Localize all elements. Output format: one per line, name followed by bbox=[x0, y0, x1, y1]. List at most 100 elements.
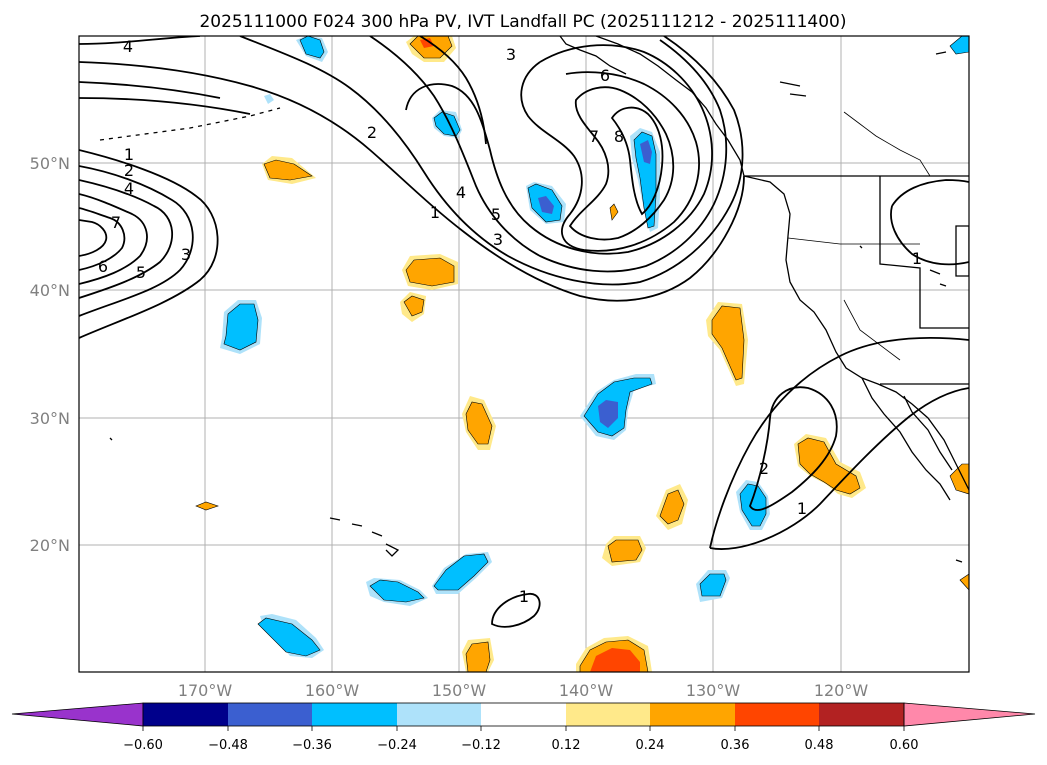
clabel: 3 bbox=[493, 230, 503, 249]
lat-label: 50°N bbox=[30, 154, 70, 173]
pv-contour-1-south-b bbox=[709, 387, 969, 550]
pv-contour-1-main bbox=[79, 61, 745, 302]
hawaii-islands bbox=[329, 517, 400, 557]
gulf-of-california bbox=[903, 395, 953, 471]
colorbar-tick-label: 0.48 bbox=[805, 738, 834, 753]
clabel: 1 bbox=[430, 203, 440, 222]
clabel: 1 bbox=[797, 499, 807, 518]
lon-label: 130°W bbox=[686, 681, 741, 700]
colorbar: −0.60 −0.48 −0.36 −0.24 −0.12 0.12 0.24 … bbox=[11, 702, 1036, 753]
pv-contour-1-west bbox=[79, 149, 219, 339]
state-border-east bbox=[955, 225, 969, 277]
pv-contour-5 bbox=[520, 61, 700, 252]
colorbar-segment bbox=[143, 703, 228, 726]
pv-contour-1-small bbox=[491, 593, 541, 628]
pv-contour-5-west bbox=[79, 207, 126, 271]
gridlines bbox=[79, 36, 969, 672]
colorbar-tick-label: −0.48 bbox=[208, 738, 248, 753]
colorbar-frame bbox=[142, 702, 905, 727]
state-borders bbox=[879, 176, 969, 329]
colorbar-extend-right bbox=[903, 702, 1036, 727]
pv-contour-1-south bbox=[709, 337, 969, 549]
colorbar-tick-label: 0.12 bbox=[552, 738, 581, 753]
lat-label: 20°N bbox=[30, 536, 70, 555]
state-line-2 bbox=[787, 237, 920, 245]
pv-contour-3-west bbox=[79, 179, 174, 299]
clabel: 4 bbox=[456, 183, 466, 202]
pv-contour-2 bbox=[239, 36, 744, 286]
pv-contour-4-west bbox=[79, 193, 148, 285]
latitude-labels: 50°N 40°N 30°N 20°N bbox=[30, 154, 70, 555]
colorbar-ticks bbox=[142, 726, 905, 731]
clabel: 2 bbox=[759, 459, 769, 478]
colorbar-tick-label: 0.24 bbox=[636, 738, 665, 753]
clabel: 6 bbox=[600, 66, 610, 85]
ivt-shading bbox=[195, 36, 969, 672]
pv-contour-3-inner bbox=[419, 36, 487, 145]
clabel: 3 bbox=[181, 245, 191, 264]
lon-label: 170°W bbox=[178, 681, 233, 700]
coast-alaska-gulf bbox=[559, 36, 627, 75]
clabel: 6 bbox=[98, 257, 108, 276]
contour-labels: 4 3 6 8 7 2 5 4 3 1 1 2 4 7 6 5 3 1 1 2 … bbox=[98, 37, 922, 606]
clabel: 1 bbox=[912, 249, 922, 268]
colorbar-extend-left bbox=[11, 702, 144, 727]
state-line-3 bbox=[843, 299, 901, 361]
clabel: 1 bbox=[124, 145, 134, 164]
clabel: 7 bbox=[589, 127, 599, 146]
figure-title: 2025111000 F024 300 hPa PV, IVT Landfall… bbox=[199, 12, 846, 32]
pv-contour-2-south bbox=[749, 386, 838, 511]
clabel: 4 bbox=[124, 179, 134, 198]
colorbar-segment bbox=[481, 703, 566, 726]
map-frame bbox=[78, 35, 970, 673]
clabel: 3 bbox=[506, 45, 516, 64]
colorbar-tick-label: −0.36 bbox=[292, 738, 332, 753]
lon-label: 150°W bbox=[432, 681, 487, 700]
pv-contour-4 bbox=[405, 44, 713, 255]
longitude-labels: 170°W 160°W 150°W 140°W 130°W 120°W bbox=[178, 681, 869, 700]
clabel: 4 bbox=[123, 37, 133, 56]
lon-label: 160°W bbox=[305, 681, 360, 700]
colorbar-tick-label: −0.60 bbox=[123, 738, 163, 753]
colorbar-tick-label: 0.36 bbox=[721, 738, 750, 753]
pv-contour-top-west bbox=[79, 36, 201, 45]
colorbar-segment bbox=[650, 703, 735, 726]
lat-label: 40°N bbox=[30, 281, 70, 300]
colorbar-segment bbox=[228, 703, 312, 726]
clabel: 7 bbox=[111, 213, 121, 232]
pv-contour-3 bbox=[369, 36, 728, 273]
clabel: 2 bbox=[124, 161, 134, 180]
small-islands bbox=[109, 245, 963, 563]
lon-label: 140°W bbox=[559, 681, 614, 700]
clabel: 1 bbox=[519, 587, 529, 606]
canada-interior-line bbox=[843, 111, 931, 177]
map-area: 4 3 6 8 7 2 5 4 3 1 1 2 4 7 6 5 3 1 1 2 … bbox=[79, 36, 969, 672]
pv-contour-7 bbox=[610, 106, 664, 216]
lat-label: 30°N bbox=[30, 409, 70, 428]
pv-contours bbox=[79, 36, 969, 628]
colorbar-tick-label: 0.60 bbox=[890, 738, 919, 753]
coast-us-west bbox=[743, 175, 969, 491]
clabel: 2 bbox=[367, 123, 377, 142]
pv-contour-7-west bbox=[79, 219, 108, 257]
colorbar-segment bbox=[566, 703, 650, 726]
pv-contour-1b-west bbox=[79, 81, 221, 99]
islands-ne bbox=[779, 51, 947, 97]
pv-contour-1-east bbox=[890, 179, 969, 266]
clabel: 5 bbox=[136, 263, 146, 282]
lon-label: 120°W bbox=[814, 681, 869, 700]
colorbar-tick-label: −0.24 bbox=[377, 738, 417, 753]
colorbar-segment bbox=[735, 703, 819, 726]
colorbar-tick-label: −0.12 bbox=[461, 738, 501, 753]
pv-contour-1c-west bbox=[79, 97, 251, 115]
coast-baja bbox=[861, 377, 951, 501]
colorbar-segment bbox=[312, 703, 397, 726]
positive-anomaly bbox=[195, 36, 969, 672]
colorbar-segment bbox=[819, 703, 904, 726]
colorbar-segment bbox=[397, 703, 481, 726]
clabel: 8 bbox=[614, 127, 624, 146]
pv-contour-6 bbox=[568, 86, 675, 241]
aleutian-islands bbox=[99, 107, 281, 141]
negative-anomaly bbox=[220, 36, 969, 658]
